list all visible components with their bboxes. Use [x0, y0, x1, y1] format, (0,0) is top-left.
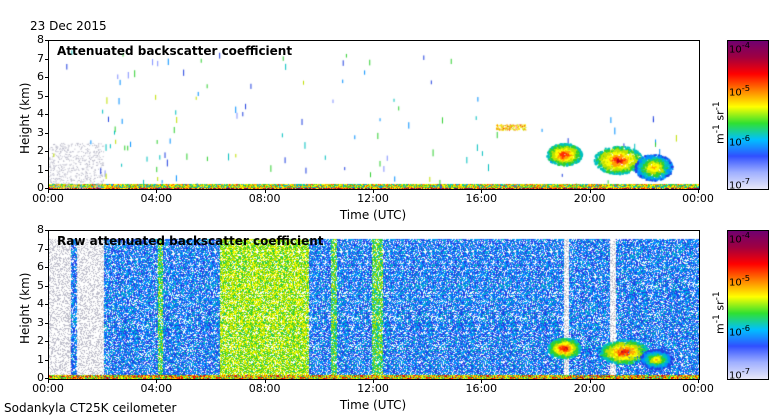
- y-tick-label: 1: [37, 162, 44, 176]
- x-tick-label: 12:00: [357, 192, 389, 205]
- y-tick-mark: [45, 40, 49, 41]
- x-tick-label: 20:00: [573, 382, 606, 395]
- colorbar-tick-label: 10-4: [729, 40, 751, 56]
- y-tick-label: 5: [37, 88, 44, 102]
- x-tick-label: 08:00: [248, 192, 281, 205]
- x-tick-mark: [156, 379, 158, 383]
- y-tick-label: 1: [37, 352, 44, 366]
- colorbar-tick-label: 10-5: [729, 83, 751, 99]
- y-tick-label: 4: [37, 107, 44, 120]
- panel-title-raw: Raw attenuated backscatter coefficient: [57, 234, 324, 248]
- y-tick-label: 8: [37, 223, 44, 236]
- x-tick-mark: [373, 189, 374, 193]
- y-tick-mark: [45, 151, 49, 152]
- x-tick-label: 04:00: [140, 382, 173, 395]
- y-tick-mark: [45, 304, 49, 305]
- y-tick-mark: [45, 169, 49, 171]
- y-tick-label: 2: [37, 334, 44, 347]
- y-tick-mark: [45, 359, 49, 361]
- y-tick-mark: [45, 95, 49, 97]
- x-axis-label: Time (UTC): [339, 398, 407, 412]
- x-tick-label: 16:00: [465, 382, 498, 395]
- y-tick-label: 4: [37, 297, 44, 310]
- x-tick-mark: [373, 379, 374, 383]
- y-tick-label: 3: [37, 315, 44, 329]
- x-tick-mark: [698, 379, 699, 383]
- y-tick-mark: [45, 77, 49, 78]
- x-tick-label: 08:00: [248, 382, 281, 395]
- colorbar-attenuated: [727, 40, 769, 190]
- colorbar-tick-label: 10-7: [729, 366, 751, 382]
- x-tick-mark: [264, 379, 266, 383]
- heatmap-panel-raw: Raw attenuated backscatter coefficient: [48, 230, 700, 380]
- colorbar-tick-label: 10-6: [729, 132, 751, 148]
- y-tick-mark: [45, 341, 49, 342]
- y-tick-mark: [45, 285, 49, 287]
- colorbar-tick-label: 10-4: [729, 230, 751, 246]
- colorbar-tick-label: 10-6: [729, 322, 751, 338]
- x-tick-label: 00:00: [32, 382, 64, 395]
- y-tick-label: 7: [37, 51, 44, 65]
- heatmap-canvas-raw: [49, 231, 699, 379]
- x-tick-mark: [698, 189, 699, 193]
- x-tick-label: 00:00: [682, 382, 714, 395]
- y-axis-label: Height (km): [18, 82, 32, 154]
- y-tick-label: 3: [37, 125, 44, 139]
- y-tick-mark: [45, 267, 49, 268]
- date-label: 23 Dec 2015: [30, 19, 107, 33]
- x-tick-mark: [48, 379, 49, 383]
- y-tick-label: 7: [37, 241, 44, 255]
- y-tick-mark: [45, 132, 49, 134]
- x-axis-label: Time (UTC): [339, 208, 407, 222]
- colorbar-unit-label: m-1 sr-1: [711, 291, 727, 334]
- y-tick-label: 0: [37, 371, 44, 384]
- heatmap-canvas-attenuated: [49, 41, 699, 189]
- instrument-label: Sodankyla CT25K ceilometer: [4, 401, 177, 415]
- colorbar-tick-label: 10-5: [729, 273, 751, 289]
- x-tick-mark: [589, 189, 591, 193]
- x-tick-mark: [481, 379, 483, 383]
- x-tick-label: 12:00: [357, 382, 389, 395]
- y-tick-mark: [45, 248, 49, 250]
- y-tick-label: 6: [37, 70, 44, 83]
- y-tick-label: 2: [37, 144, 44, 157]
- y-tick-mark: [45, 230, 49, 231]
- y-tick-mark: [45, 58, 49, 60]
- x-tick-mark: [48, 189, 49, 193]
- x-tick-label: 00:00: [32, 192, 64, 205]
- x-tick-label: 04:00: [140, 192, 173, 205]
- y-tick-label: 6: [37, 260, 44, 273]
- x-tick-mark: [589, 379, 591, 383]
- heatmap-panel-attenuated: Attenuated backscatter coefficient: [48, 40, 700, 190]
- y-tick-mark: [45, 188, 49, 189]
- colorbar-unit-label: m-1 sr-1: [711, 101, 727, 144]
- y-tick-label: 0: [37, 181, 44, 194]
- y-tick-mark: [45, 378, 49, 379]
- x-tick-label: 16:00: [465, 192, 498, 205]
- x-tick-mark: [481, 189, 483, 193]
- y-tick-mark: [45, 322, 49, 324]
- y-axis-label: Height (km): [18, 272, 32, 344]
- x-tick-label: 00:00: [682, 192, 714, 205]
- colorbar-raw: [727, 230, 769, 380]
- x-tick-label: 20:00: [573, 192, 606, 205]
- colorbar-tick-label: 10-7: [729, 176, 751, 192]
- panel-title-attenuated: Attenuated backscatter coefficient: [57, 44, 293, 58]
- x-tick-mark: [156, 189, 158, 193]
- x-tick-mark: [264, 189, 266, 193]
- y-tick-label: 8: [37, 33, 44, 46]
- y-tick-label: 5: [37, 278, 44, 292]
- y-tick-mark: [45, 114, 49, 115]
